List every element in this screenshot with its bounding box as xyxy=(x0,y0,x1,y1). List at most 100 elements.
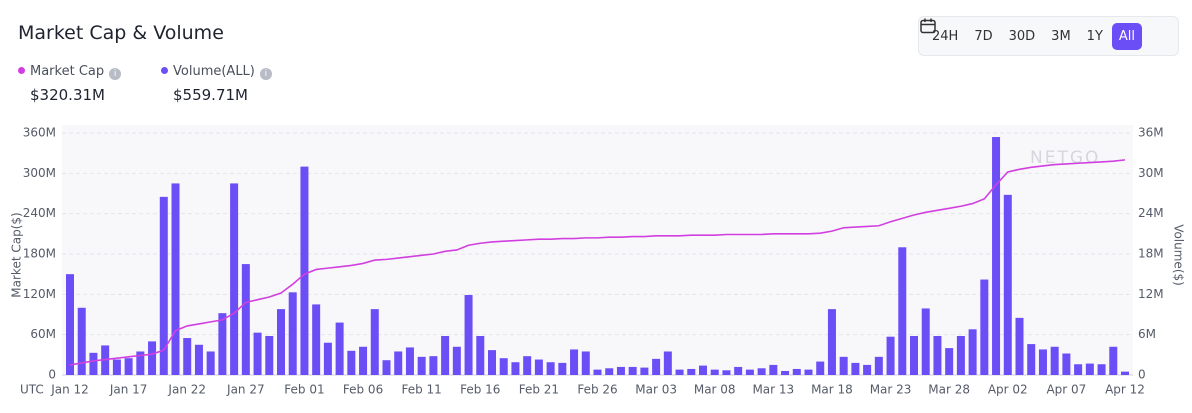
x-tick-label: Feb 21 xyxy=(519,383,559,397)
y-tick-label: 360M xyxy=(23,126,56,140)
volume-bar xyxy=(663,351,672,375)
volume-bar xyxy=(827,309,836,375)
y2-tick-label: 6M xyxy=(1138,327,1156,341)
volume-bar xyxy=(1038,349,1047,375)
range-button[interactable]: All xyxy=(1111,22,1143,50)
x-tick-label: Mar 23 xyxy=(870,383,912,397)
range-button[interactable]: 7D xyxy=(974,28,993,44)
y2-tick-label: 0 xyxy=(1138,368,1146,382)
range-button[interactable]: 3M xyxy=(1051,28,1071,44)
volume-bar xyxy=(300,166,309,375)
x-tick-label: Mar 08 xyxy=(694,383,736,397)
volume-bar xyxy=(66,274,74,375)
volume-bar xyxy=(886,336,895,375)
volume-bar xyxy=(675,369,684,375)
x-tick-label: Jan 27 xyxy=(226,383,265,397)
volume-bar xyxy=(1085,363,1094,375)
legend-value: $320.31M xyxy=(30,86,105,104)
volume-bar xyxy=(534,359,543,375)
y-tick-label: 120M xyxy=(23,287,56,301)
volume-bar xyxy=(851,362,860,375)
volume-bar xyxy=(1097,364,1106,375)
legend-value: $559.71M xyxy=(173,86,248,104)
volume-bar xyxy=(570,349,579,375)
y-tick-label: 60M xyxy=(30,327,56,341)
volume-bar xyxy=(687,368,696,375)
info-icon: i xyxy=(259,68,272,80)
volume-bar xyxy=(89,352,98,375)
legend-item: Volume(ALL) i $559.71M xyxy=(161,64,272,104)
volume-bar xyxy=(394,351,403,375)
y-axis-label: Market Cap($) xyxy=(10,212,24,297)
volume-bar xyxy=(628,366,637,375)
x-tick-label: Feb 11 xyxy=(401,383,441,397)
volume-bar xyxy=(593,369,602,375)
range-button[interactable]: 1Y xyxy=(1086,28,1103,44)
volume-bar xyxy=(1050,346,1059,375)
volume-bar xyxy=(288,292,297,375)
y2-tick-label: 12M xyxy=(1138,287,1164,301)
legend-label: Market Cap xyxy=(30,64,105,79)
volume-bar xyxy=(1027,344,1036,375)
volume-bar xyxy=(652,358,661,375)
x-axis-label: UTC xyxy=(20,383,44,397)
volume-bar xyxy=(112,359,121,375)
legend-item: Market Cap i $320.31M xyxy=(18,64,122,104)
title: Market Cap & Volume xyxy=(18,22,224,44)
watermark: NETGO xyxy=(1030,148,1100,168)
volume-bar xyxy=(523,356,532,375)
volume-bar xyxy=(136,351,145,375)
range-button[interactable]: 30D xyxy=(1008,28,1036,44)
x-tick-label: Feb 26 xyxy=(577,383,617,397)
x-tick-label: Feb 01 xyxy=(284,383,324,397)
volume-bar xyxy=(956,336,965,375)
volume-bar xyxy=(1109,346,1118,375)
x-tick-label: Apr 02 xyxy=(988,383,1028,397)
x-tick-label: Feb 06 xyxy=(343,383,383,397)
volume-bar xyxy=(230,183,239,375)
x-tick-label: Mar 28 xyxy=(928,383,970,397)
volume-bar xyxy=(945,348,954,375)
volume-bar xyxy=(241,264,250,375)
volume-bar xyxy=(745,369,754,375)
calendar-button[interactable] xyxy=(920,18,1172,48)
range-button[interactable]: 24H xyxy=(932,28,959,44)
volume-bar xyxy=(265,336,274,375)
volume-bar xyxy=(253,332,262,375)
legend-label: Volume(ALL) xyxy=(173,64,255,79)
volume-bar xyxy=(734,366,743,375)
volume-bar xyxy=(968,329,977,375)
volume-bar xyxy=(898,247,907,375)
volume-bar xyxy=(792,368,801,375)
volume-bar xyxy=(910,336,918,375)
volume-bar xyxy=(757,368,766,375)
plot-background xyxy=(62,125,1133,375)
y2-tick-label: 36M xyxy=(1138,126,1164,140)
volume-bar xyxy=(206,351,215,375)
volume-bar xyxy=(781,370,790,375)
x-tick-label: Mar 18 xyxy=(811,383,853,397)
y-tick-label: 0 xyxy=(48,368,56,382)
y-tick-label: 300M xyxy=(23,166,56,180)
volume-bar xyxy=(370,309,379,375)
volume-bar xyxy=(769,364,778,375)
volume-bar xyxy=(124,358,133,375)
volume-bar xyxy=(605,368,614,375)
volume-bar xyxy=(405,347,414,375)
volume-bar xyxy=(452,346,461,375)
volume-bar xyxy=(616,366,625,375)
volume-bar xyxy=(335,322,344,375)
volume-bar xyxy=(476,336,485,375)
x-tick-label: Mar 13 xyxy=(752,383,794,397)
volume-bar xyxy=(347,350,356,375)
volume-bar xyxy=(980,279,989,375)
x-tick-label: Jan 12 xyxy=(50,383,89,397)
volume-bar xyxy=(546,362,555,375)
volume-bar xyxy=(640,367,649,375)
volume-bar xyxy=(710,369,719,375)
y-tick-label: 180M xyxy=(23,247,56,261)
volume-bar xyxy=(722,370,731,375)
legend-dot xyxy=(18,67,25,74)
